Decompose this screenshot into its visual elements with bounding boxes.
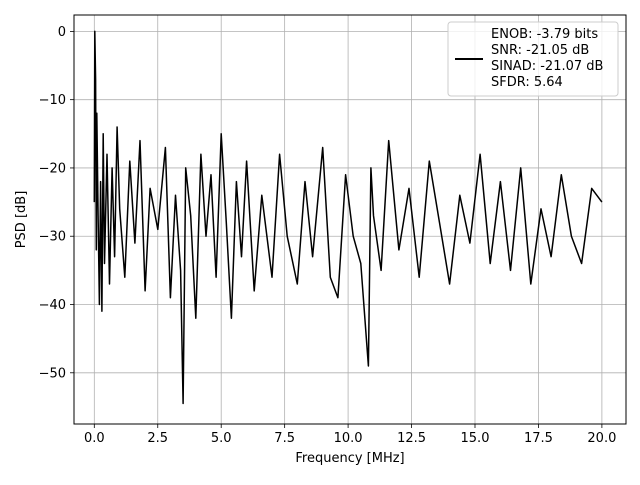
- y-tick-label-5: −50: [39, 366, 66, 381]
- x-tick-label-4: 10.0: [334, 431, 363, 446]
- legend-line-3: SFDR: 5.64: [491, 75, 563, 90]
- y-axis-label: PSD [dB]: [14, 191, 29, 249]
- y-tick-label-1: −10: [39, 93, 66, 108]
- x-axis-label: Frequency [MHz]: [295, 451, 404, 466]
- x-tick-label-6: 15.0: [461, 431, 490, 446]
- x-tick-label-3: 7.5: [274, 431, 295, 446]
- series-layer: [93, 30, 603, 405]
- y-tick-label-2: −20: [39, 161, 66, 176]
- series-line-0: [93, 30, 603, 405]
- x-tick-label-2: 5.0: [211, 431, 232, 446]
- legend-entry-label: ENOB: -3.79 bits SNR: -21.05 dB SINAD: -21…: [491, 27, 603, 90]
- plot-frame: [73, 14, 627, 425]
- y-tick-label-4: −40: [39, 298, 66, 313]
- y-tick-label-3: −30: [39, 230, 66, 245]
- x-tick-label-0: 0.0: [84, 431, 105, 446]
- x-axis-ticks: 0.0 2.5 5.0 7.5 10.0 12.5 15.0 17.5 20.0: [84, 424, 616, 446]
- legend: ENOB: -3.79 bits SNR: -21.05 dB SINAD: -21…: [447, 21, 619, 97]
- x-tick-label-1: 2.5: [147, 431, 168, 446]
- x-tick-label-8: 20.0: [587, 431, 616, 446]
- legend-line-1: SNR: -21.05 dB: [491, 43, 589, 58]
- legend-line-0: ENOB: -3.79 bits: [491, 27, 598, 42]
- y-axis-ticks: 0 −10 −20 −30 −40 −50: [39, 25, 74, 381]
- legend-line-2: SINAD: -21.07 dB: [491, 59, 603, 74]
- y-tick-label-0: 0: [58, 25, 66, 40]
- x-tick-label-7: 17.5: [524, 431, 553, 446]
- legend-box: [447, 21, 619, 97]
- x-tick-label-5: 12.5: [397, 431, 426, 446]
